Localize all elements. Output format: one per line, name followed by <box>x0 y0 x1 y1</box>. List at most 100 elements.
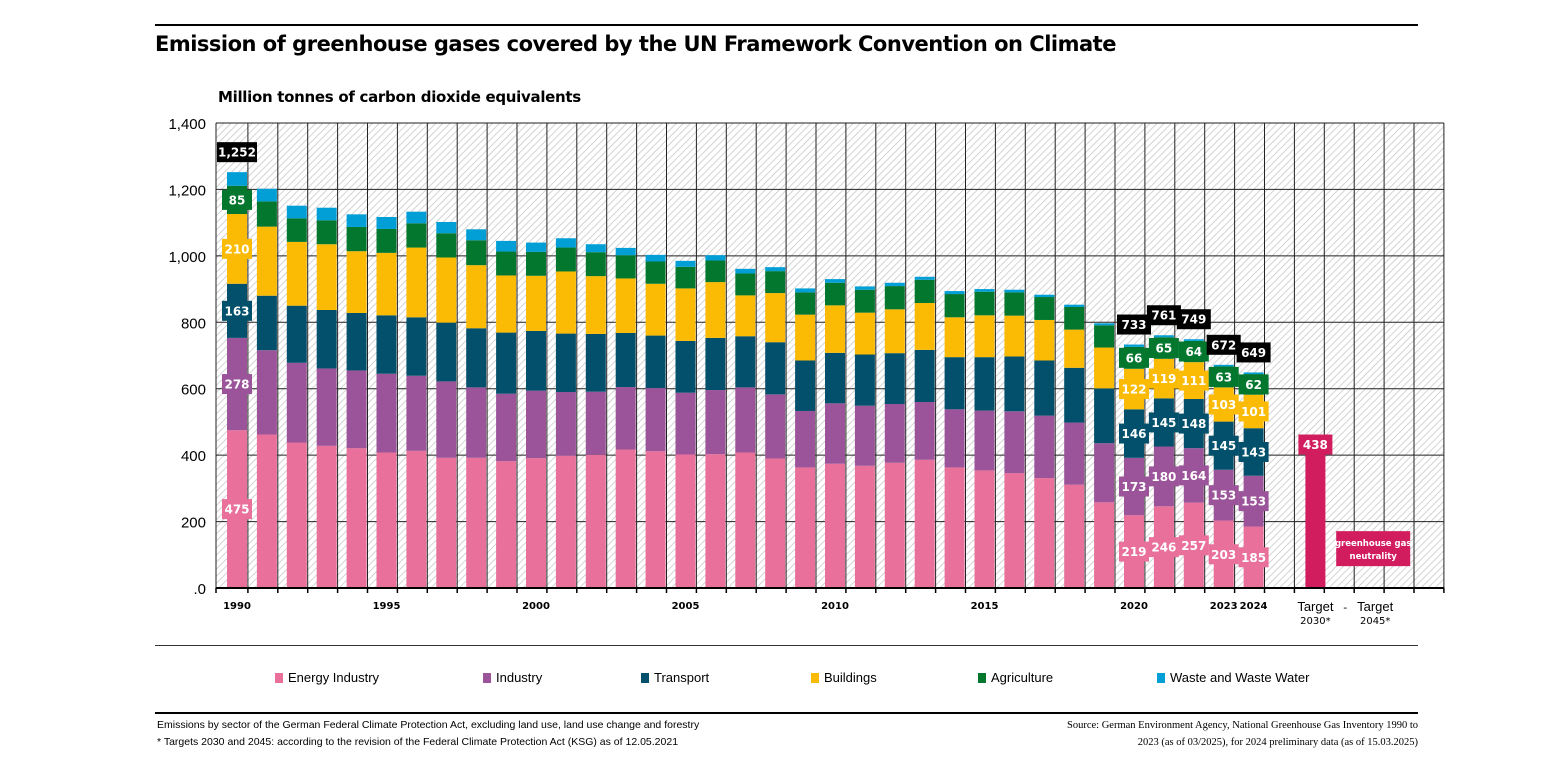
bar-segment-waste-and-waste-water <box>645 254 666 262</box>
bar-segment-transport <box>346 312 367 371</box>
x-tick-label: 1990 <box>223 601 251 612</box>
bar-segment-transport <box>735 336 756 388</box>
bar-segment-agriculture <box>884 286 905 310</box>
target-2045-box <box>1336 531 1411 567</box>
legend-swatch <box>275 672 283 683</box>
legend-item-energy-industry: Energy Industry <box>275 670 379 685</box>
bar-segment-transport <box>555 333 576 393</box>
data-label-industry-bg <box>1238 491 1269 512</box>
bar-segment-energy-industry <box>316 445 337 588</box>
y-tick-label: 400 <box>181 448 206 465</box>
target-label: Target <box>1357 599 1394 614</box>
bar-segment-agriculture <box>256 201 277 227</box>
bar-segment-transport <box>765 342 786 395</box>
bar-segment-buildings <box>854 312 875 355</box>
data-label-transport-bg <box>1208 435 1239 456</box>
data-label-total: 761 <box>1151 309 1176 323</box>
data-label-agriculture-bg <box>1238 374 1269 395</box>
y-axis-label: Million tonnes of carbon dioxide equival… <box>218 88 581 106</box>
data-label-agriculture: 66 <box>1126 351 1143 365</box>
bar-segment-energy-industry <box>795 467 816 588</box>
bar-segment-waste-and-waste-water <box>675 260 696 267</box>
bar-segment-transport <box>795 360 816 411</box>
data-label-industry-bg <box>1178 465 1209 486</box>
data-label-agriculture-bg <box>1208 366 1239 387</box>
data-label-total-bg <box>1206 334 1241 355</box>
bar-segment-energy-industry <box>585 454 606 588</box>
bar-segment-waste-and-waste-water <box>286 205 307 219</box>
source-line-1: Source: German Environment Agency, Natio… <box>1067 720 1418 731</box>
bar-segment-industry <box>705 390 726 455</box>
data-label-agriculture-bg <box>1119 347 1149 368</box>
source-note: Source: German Environment Agency, Natio… <box>1067 717 1418 751</box>
bar-segment-transport <box>466 328 487 388</box>
bar-segment-agriculture <box>854 289 875 313</box>
bar-segment-agriculture <box>346 226 367 252</box>
bar-segment-transport <box>496 332 517 394</box>
bar-segment-waste-and-waste-water <box>585 244 606 253</box>
data-label-energy-industry: 185 <box>1241 551 1266 565</box>
data-label-agriculture: 62 <box>1245 378 1262 392</box>
data-label-transport: 145 <box>1211 439 1236 453</box>
bar-segment-industry <box>496 393 517 462</box>
bar-segment-industry <box>406 375 427 451</box>
bar-target-2030 <box>1305 442 1326 588</box>
bar-segment-transport <box>1094 388 1115 444</box>
bar-segment-industry <box>854 405 875 466</box>
bar-segment-industry <box>555 392 576 456</box>
legend-item-buildings: Buildings <box>811 670 877 685</box>
bar-segment-industry <box>914 402 935 460</box>
bar-segment-buildings <box>436 257 457 323</box>
bar-segment-industry <box>825 403 845 464</box>
data-label-total: 733 <box>1121 318 1146 332</box>
legend-label: Energy Industry <box>288 670 380 685</box>
bar-segment-industry <box>436 381 457 458</box>
bar-segment-buildings <box>735 295 756 337</box>
bar-segment-industry <box>645 388 666 452</box>
bar-segment-energy-industry <box>436 457 457 588</box>
bar-segment-industry <box>316 368 337 446</box>
legend-item-waste-and-waste-water: Waste and Waste Water <box>1157 670 1309 685</box>
data-label-total-bg <box>1176 309 1211 330</box>
bar-segment-energy-industry <box>256 434 277 588</box>
bar-segment-waste-and-waste-water <box>526 242 546 252</box>
bar-segment-transport <box>526 330 546 391</box>
bar-segment-energy-industry <box>1004 473 1025 588</box>
bar-segment-waste-and-waste-water <box>765 267 786 272</box>
bar-segment-transport <box>884 353 905 404</box>
data-label-transport: 148 <box>1181 417 1206 431</box>
bar-segment-agriculture <box>645 261 666 284</box>
bar-segment-energy-industry <box>974 470 995 588</box>
bar-segment-agriculture <box>1064 307 1085 330</box>
data-label-transport: 146 <box>1121 427 1146 441</box>
bar-segment-buildings <box>1064 329 1085 368</box>
bar-segment-buildings <box>526 275 546 331</box>
bar-segment-buildings <box>615 278 636 333</box>
data-label-buildings-bg <box>1238 401 1269 422</box>
legend-label: Industry <box>496 670 543 685</box>
source-line-2: 2023 (as of 03/2025), for 2024 prelimina… <box>1137 737 1418 748</box>
bar-segment-industry <box>1034 415 1055 479</box>
bar-segment-industry <box>376 373 397 453</box>
y-tick-label: 1,200 <box>168 182 206 199</box>
bar-segment-waste-and-waste-water <box>1243 372 1264 375</box>
chart-title: Emission of greenhouse gases covered by … <box>155 32 1116 56</box>
bar-segment-transport <box>615 332 636 388</box>
legend: Energy Industry Industry Transport Building… <box>0 670 1545 690</box>
data-label-agriculture: 65 <box>1156 342 1173 356</box>
bar-segment-energy-industry <box>466 457 487 588</box>
legend-swatch <box>978 672 986 683</box>
bar-segment-agriculture <box>286 218 307 242</box>
bar-segment-waste-and-waste-water <box>735 268 756 274</box>
data-label-total: 649 <box>1241 346 1266 360</box>
bar-segment-industry <box>615 387 636 450</box>
bar-segment-transport <box>675 340 696 393</box>
bar-segment-buildings <box>884 309 905 354</box>
legend-item-agriculture: Agriculture <box>978 670 1053 685</box>
data-label-total: 1,252 <box>218 146 256 160</box>
footnote-targets-note: * Targets 2030 and 2045: according to th… <box>157 736 679 748</box>
target-year-label: 2045* <box>1360 616 1390 627</box>
footer-rule <box>155 712 1418 714</box>
bar-segment-waste-and-waste-water <box>825 279 845 283</box>
bar-segment-agriculture <box>555 247 576 272</box>
